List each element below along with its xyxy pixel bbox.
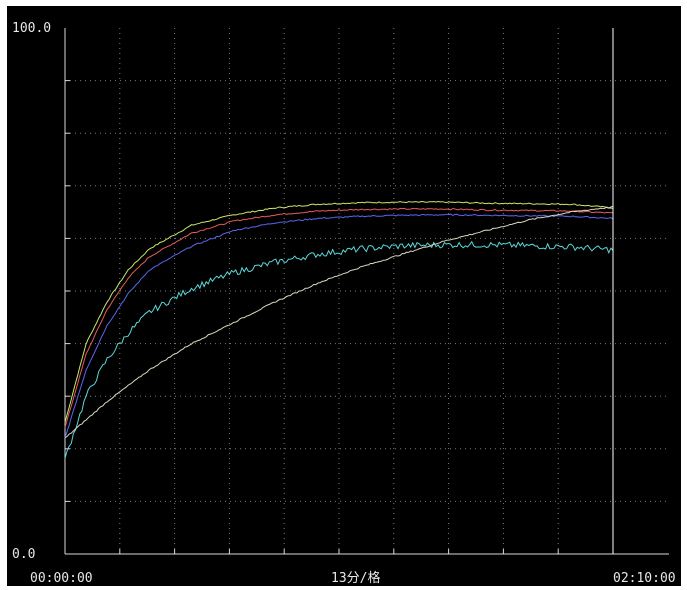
trend-chart: 100.0 0.0 00:00:00 13分/格 02:10:00 (12, 21, 676, 586)
grid (65, 28, 669, 554)
series-line-1 (64, 200, 614, 423)
y-tick-label-top: 100.0 (12, 21, 51, 36)
chart-frame: 100.0 0.0 00:00:00 13分/格 02:10:00 (7, 6, 681, 586)
series-line-4 (64, 240, 614, 459)
series-line-5 (64, 205, 614, 439)
x-tick-label-start: 00:00:00 (30, 571, 93, 586)
x-axis-scale-label: 13分/格 (331, 570, 380, 586)
axes (64, 28, 669, 555)
x-tick-label-end: 02:10:00 (613, 571, 676, 586)
series-line-3 (64, 213, 614, 439)
series-group (64, 200, 614, 459)
series-line-2 (64, 207, 614, 428)
y-tick-label-bottom: 0.0 (12, 547, 35, 562)
